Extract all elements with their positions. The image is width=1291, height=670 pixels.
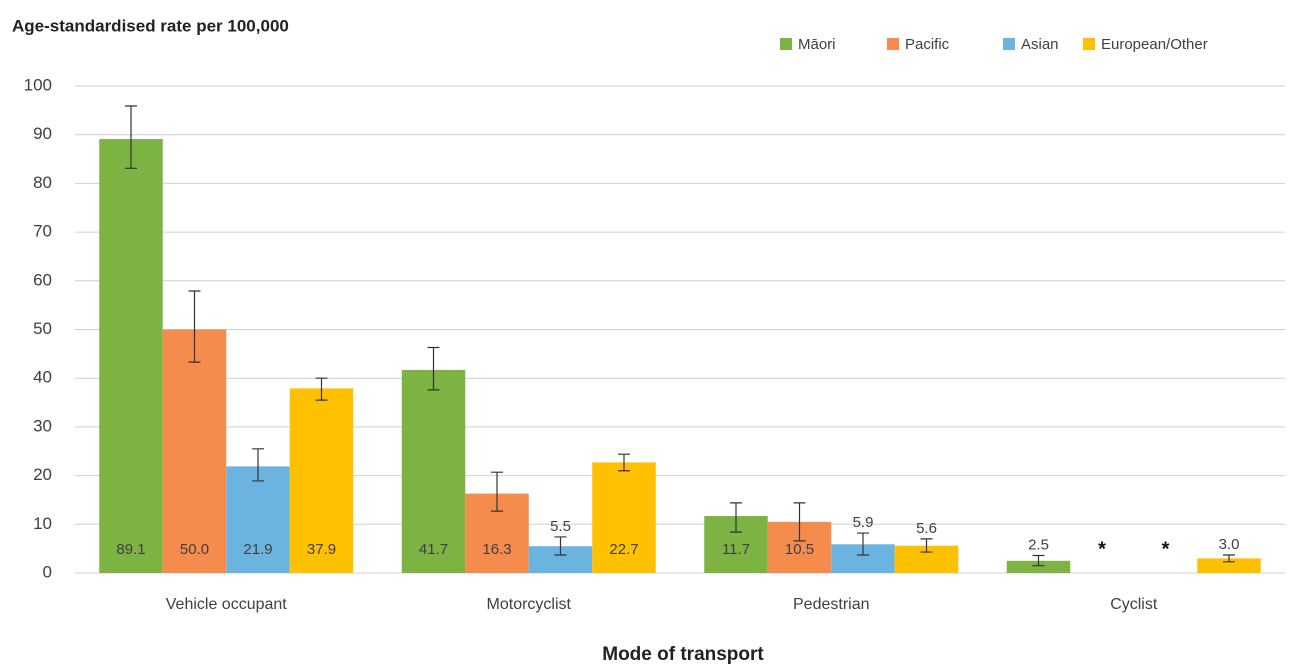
value-label: 22.7 — [609, 541, 638, 558]
value-label: 5.9 — [853, 514, 874, 531]
legend-label: Asian — [1021, 36, 1059, 53]
legend-swatch — [780, 38, 792, 50]
legend-label: Māori — [798, 36, 836, 53]
bar — [289, 388, 354, 573]
legend-swatch — [1083, 38, 1095, 50]
legend-swatch — [887, 38, 899, 50]
bar — [1197, 558, 1261, 573]
legend-swatch — [1003, 38, 1015, 50]
error-bar — [920, 538, 933, 553]
bar — [1006, 560, 1071, 573]
value-label: 16.3 — [482, 541, 511, 558]
error-bar — [793, 502, 806, 542]
bar — [401, 369, 466, 573]
value-label: 50.0 — [180, 541, 209, 558]
bar — [592, 462, 656, 573]
error-bar — [252, 448, 264, 482]
error-bar — [554, 536, 567, 556]
y-tick-label: 0 — [43, 562, 52, 581]
y-tick-label: 100 — [24, 75, 52, 94]
legend-label: Pacific — [905, 36, 950, 53]
value-label: 89.1 — [116, 541, 145, 558]
error-bar — [125, 105, 137, 169]
error-bar — [857, 532, 869, 556]
error-bar — [618, 453, 630, 472]
value-label: 37.9 — [307, 541, 336, 558]
value-label: 2.5 — [1028, 536, 1049, 553]
bar — [226, 466, 290, 573]
bar — [99, 139, 163, 573]
bar — [162, 329, 227, 573]
y-tick-label: 60 — [33, 270, 52, 289]
error-bar — [188, 290, 201, 363]
x-tick-label: Motorcyclist — [487, 596, 572, 613]
y-tick-label: 30 — [33, 416, 52, 435]
value-label: 21.9 — [243, 541, 272, 558]
value-label: * — [1098, 538, 1106, 560]
legend-label: European/Other — [1101, 36, 1208, 53]
y-tick-label: 20 — [33, 465, 52, 484]
error-bar — [315, 377, 328, 401]
x-axis-title: Mode of transport — [602, 644, 764, 665]
y-tick-label: 80 — [33, 173, 52, 192]
value-label: 5.6 — [916, 520, 937, 537]
error-bar — [491, 471, 503, 512]
error-bar — [730, 502, 742, 533]
y-tick-label: 50 — [33, 319, 52, 338]
value-label: 10.5 — [785, 541, 814, 558]
chart-title: Age-standardised rate per 100,000 — [12, 16, 289, 35]
x-tick-label: Vehicle occupant — [166, 596, 288, 613]
value-label: 5.5 — [550, 518, 571, 535]
x-tick-label: Cyclist — [1110, 596, 1158, 613]
y-tick-label: 40 — [33, 368, 52, 387]
value-label: 11.7 — [722, 541, 750, 558]
value-label: * — [1162, 538, 1170, 560]
error-bar — [1223, 554, 1235, 563]
y-tick-label: 10 — [33, 514, 52, 533]
x-tick-label: Pedestrian — [793, 596, 870, 613]
error-bar — [427, 346, 440, 391]
y-tick-label: 90 — [33, 124, 52, 143]
error-bar — [1032, 554, 1045, 567]
y-tick-label: 70 — [33, 222, 52, 241]
value-label: 41.7 — [419, 541, 448, 558]
value-label: 3.0 — [1219, 536, 1240, 553]
